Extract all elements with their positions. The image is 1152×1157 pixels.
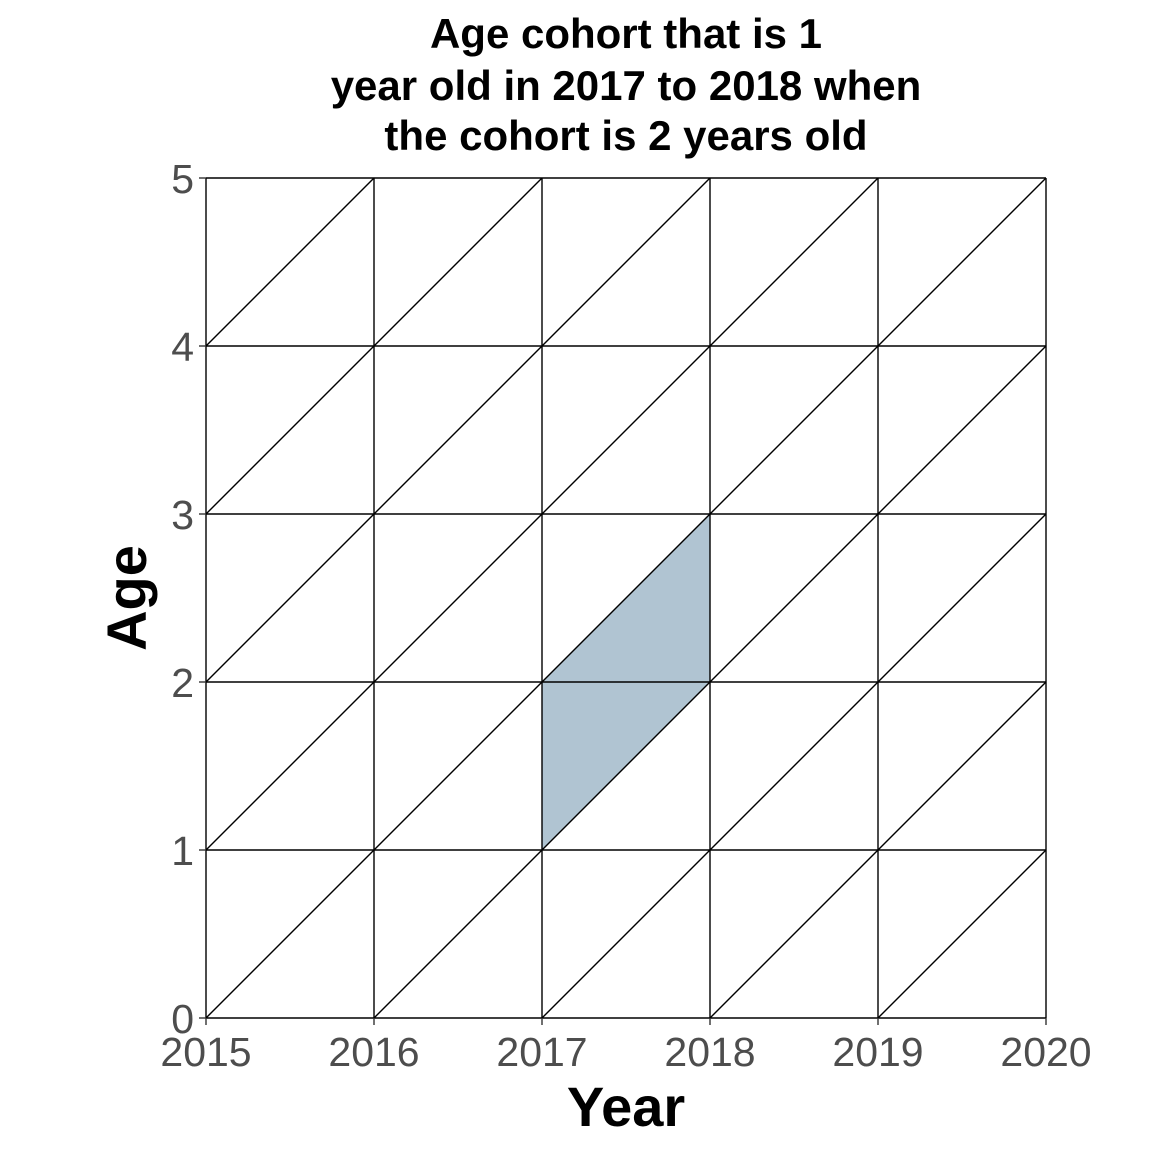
y-tick-label-0: 0: [171, 996, 194, 1042]
x-tick-label-2019: 2019: [832, 1029, 923, 1075]
cohort-diagonal-line: [205, 177, 375, 347]
x-tick-label-2015: 2015: [160, 1029, 251, 1075]
plot-area: 2015 2016 2017 2018 2019 2020 0 1 2 3 4 5: [160, 156, 1091, 1075]
x-tick-label-2018: 2018: [664, 1029, 755, 1075]
cohort-diagonal-line: [205, 177, 543, 515]
y-tick-label-3: 3: [171, 492, 194, 538]
cohort-diagonal-line: [205, 177, 1047, 1019]
chart-title-line-3: the cohort is 2 years old: [384, 112, 867, 159]
y-axis-title: Age: [95, 545, 158, 651]
x-tick-label-2020: 2020: [1000, 1029, 1091, 1075]
cohort-diagonal-line: [205, 177, 879, 851]
y-tick-label-1: 1: [171, 828, 194, 874]
chart-title-line-2: year old in 2017 to 2018 when: [331, 62, 922, 109]
y-tick-label-5: 5: [171, 156, 194, 202]
x-tick-label-2017: 2017: [496, 1029, 587, 1075]
x-tick-label-2016: 2016: [328, 1029, 419, 1075]
cohort-diagonal-line: [373, 345, 1047, 1019]
cohort-diagonal-line: [205, 177, 711, 683]
chart-title-line-1: Age cohort that is 1: [430, 10, 822, 57]
y-tick-label-4: 4: [171, 324, 194, 370]
cohort-diagonal-line: [709, 681, 1047, 1019]
cohort-diagonal-line: [541, 513, 1047, 1019]
y-tick-label-2: 2: [171, 660, 194, 706]
cohort-diagonal-line: [877, 849, 1047, 1019]
x-axis-title: Year: [567, 1075, 685, 1138]
